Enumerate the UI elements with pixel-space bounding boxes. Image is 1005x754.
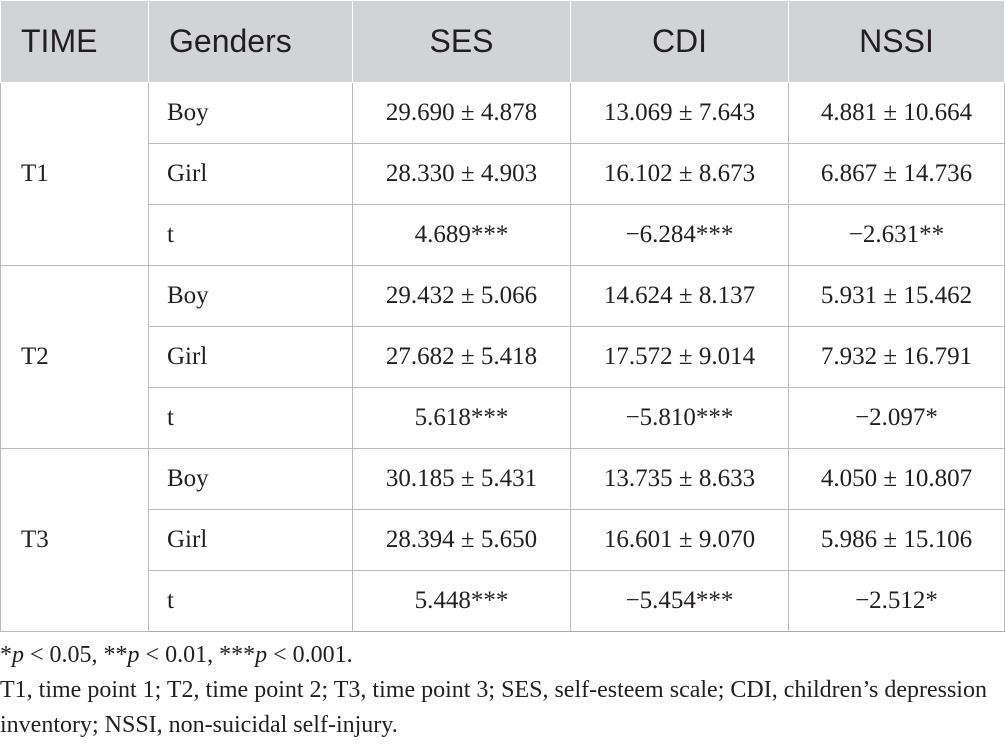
ses-cell: 29.432 ± 5.066 <box>352 265 571 327</box>
gender-cell: Boy <box>148 265 353 327</box>
cdi-cell: 17.572 ± 9.014 <box>570 326 789 388</box>
p-symbol: p <box>255 642 268 668</box>
time-cell: T2 <box>0 265 149 449</box>
nssi-cell: 5.931 ± 15.462 <box>788 265 1005 327</box>
gender-cell: t <box>148 570 353 632</box>
abbreviations-note: T1, time point 1; T2, time point 2; T3, … <box>0 677 987 738</box>
cdi-cell: −5.454*** <box>570 570 789 632</box>
ses-cell: 28.394 ± 5.650 <box>352 509 571 571</box>
cdi-cell: 14.624 ± 8.137 <box>570 265 789 327</box>
table-row: t 5.448*** −5.454*** −2.512* <box>1 570 1005 632</box>
ses-cell: 29.690 ± 4.878 <box>352 82 571 144</box>
header-row: TIME Genders SES CDI NSSI <box>0 0 1005 83</box>
cdi-cell: 16.102 ± 8.673 <box>570 143 789 205</box>
header-time: TIME <box>0 0 149 83</box>
gender-cell: t <box>148 204 353 266</box>
header-ses: SES <box>352 0 571 83</box>
nssi-cell: 5.986 ± 15.106 <box>788 509 1005 571</box>
p-symbol: p <box>127 642 140 668</box>
table-row: t 5.618*** −5.810*** −2.097* <box>1 387 1005 449</box>
nssi-cell: −2.097* <box>788 387 1005 449</box>
gender-cell: Girl <box>148 143 353 205</box>
cdi-cell: 13.069 ± 7.643 <box>570 82 789 144</box>
gender-cell: Boy <box>148 82 353 144</box>
time-cell: T3 <box>0 448 149 632</box>
nssi-cell: 6.867 ± 14.736 <box>788 143 1005 205</box>
significance-note: *p < 0.05, **p < 0.01, ***p < 0.001. <box>0 642 353 668</box>
header-genders: Genders <box>148 0 353 83</box>
nssi-cell: 7.932 ± 16.791 <box>788 326 1005 388</box>
ses-cell: 5.448*** <box>352 570 571 632</box>
table-row: T3 Boy 30.185 ± 5.431 13.735 ± 8.633 4.0… <box>0 448 1005 632</box>
nssi-cell: −2.631** <box>788 204 1005 266</box>
cdi-cell: 13.735 ± 8.633 <box>570 448 789 510</box>
nssi-cell: 4.881 ± 10.664 <box>788 82 1005 144</box>
gender-cell: Boy <box>148 448 353 510</box>
table-footnotes: *p < 0.05, **p < 0.01, ***p < 0.001. T1,… <box>0 638 1000 743</box>
table-row: Girl 27.682 ± 5.418 17.572 ± 9.014 7.932… <box>1 326 1005 388</box>
table-row: Girl 28.330 ± 4.903 16.102 ± 8.673 6.867… <box>1 143 1005 205</box>
nssi-cell: −2.512* <box>788 570 1005 632</box>
cdi-cell: −5.810*** <box>570 387 789 449</box>
header-nssi: NSSI <box>788 0 1005 83</box>
header-cdi: CDI <box>570 0 789 83</box>
cdi-cell: −6.284*** <box>570 204 789 266</box>
ses-cell: 30.185 ± 5.431 <box>352 448 571 510</box>
table-row: Girl 28.394 ± 5.650 16.601 ± 9.070 5.986… <box>1 509 1005 571</box>
nssi-cell: 4.050 ± 10.807 <box>788 448 1005 510</box>
cdi-cell: 16.601 ± 9.070 <box>570 509 789 571</box>
ses-cell: 5.618*** <box>352 387 571 449</box>
statistics-table: TIME Genders SES CDI NSSI T1 Boy 29.690 … <box>0 0 1005 632</box>
gender-cell: t <box>148 387 353 449</box>
ses-cell: 4.689*** <box>352 204 571 266</box>
ses-cell: 27.682 ± 5.418 <box>352 326 571 388</box>
time-cell: T1 <box>0 82 149 266</box>
table-row: t 4.689*** −6.284*** −2.631** <box>1 204 1005 266</box>
gender-cell: Girl <box>148 509 353 571</box>
p-symbol: p <box>12 642 24 668</box>
ses-cell: 28.330 ± 4.903 <box>352 143 571 205</box>
table-row: T1 Boy 29.690 ± 4.878 13.069 ± 7.643 4.8… <box>0 82 1005 266</box>
table-row: T2 Boy 29.432 ± 5.066 14.624 ± 8.137 5.9… <box>0 265 1005 449</box>
gender-cell: Girl <box>148 326 353 388</box>
